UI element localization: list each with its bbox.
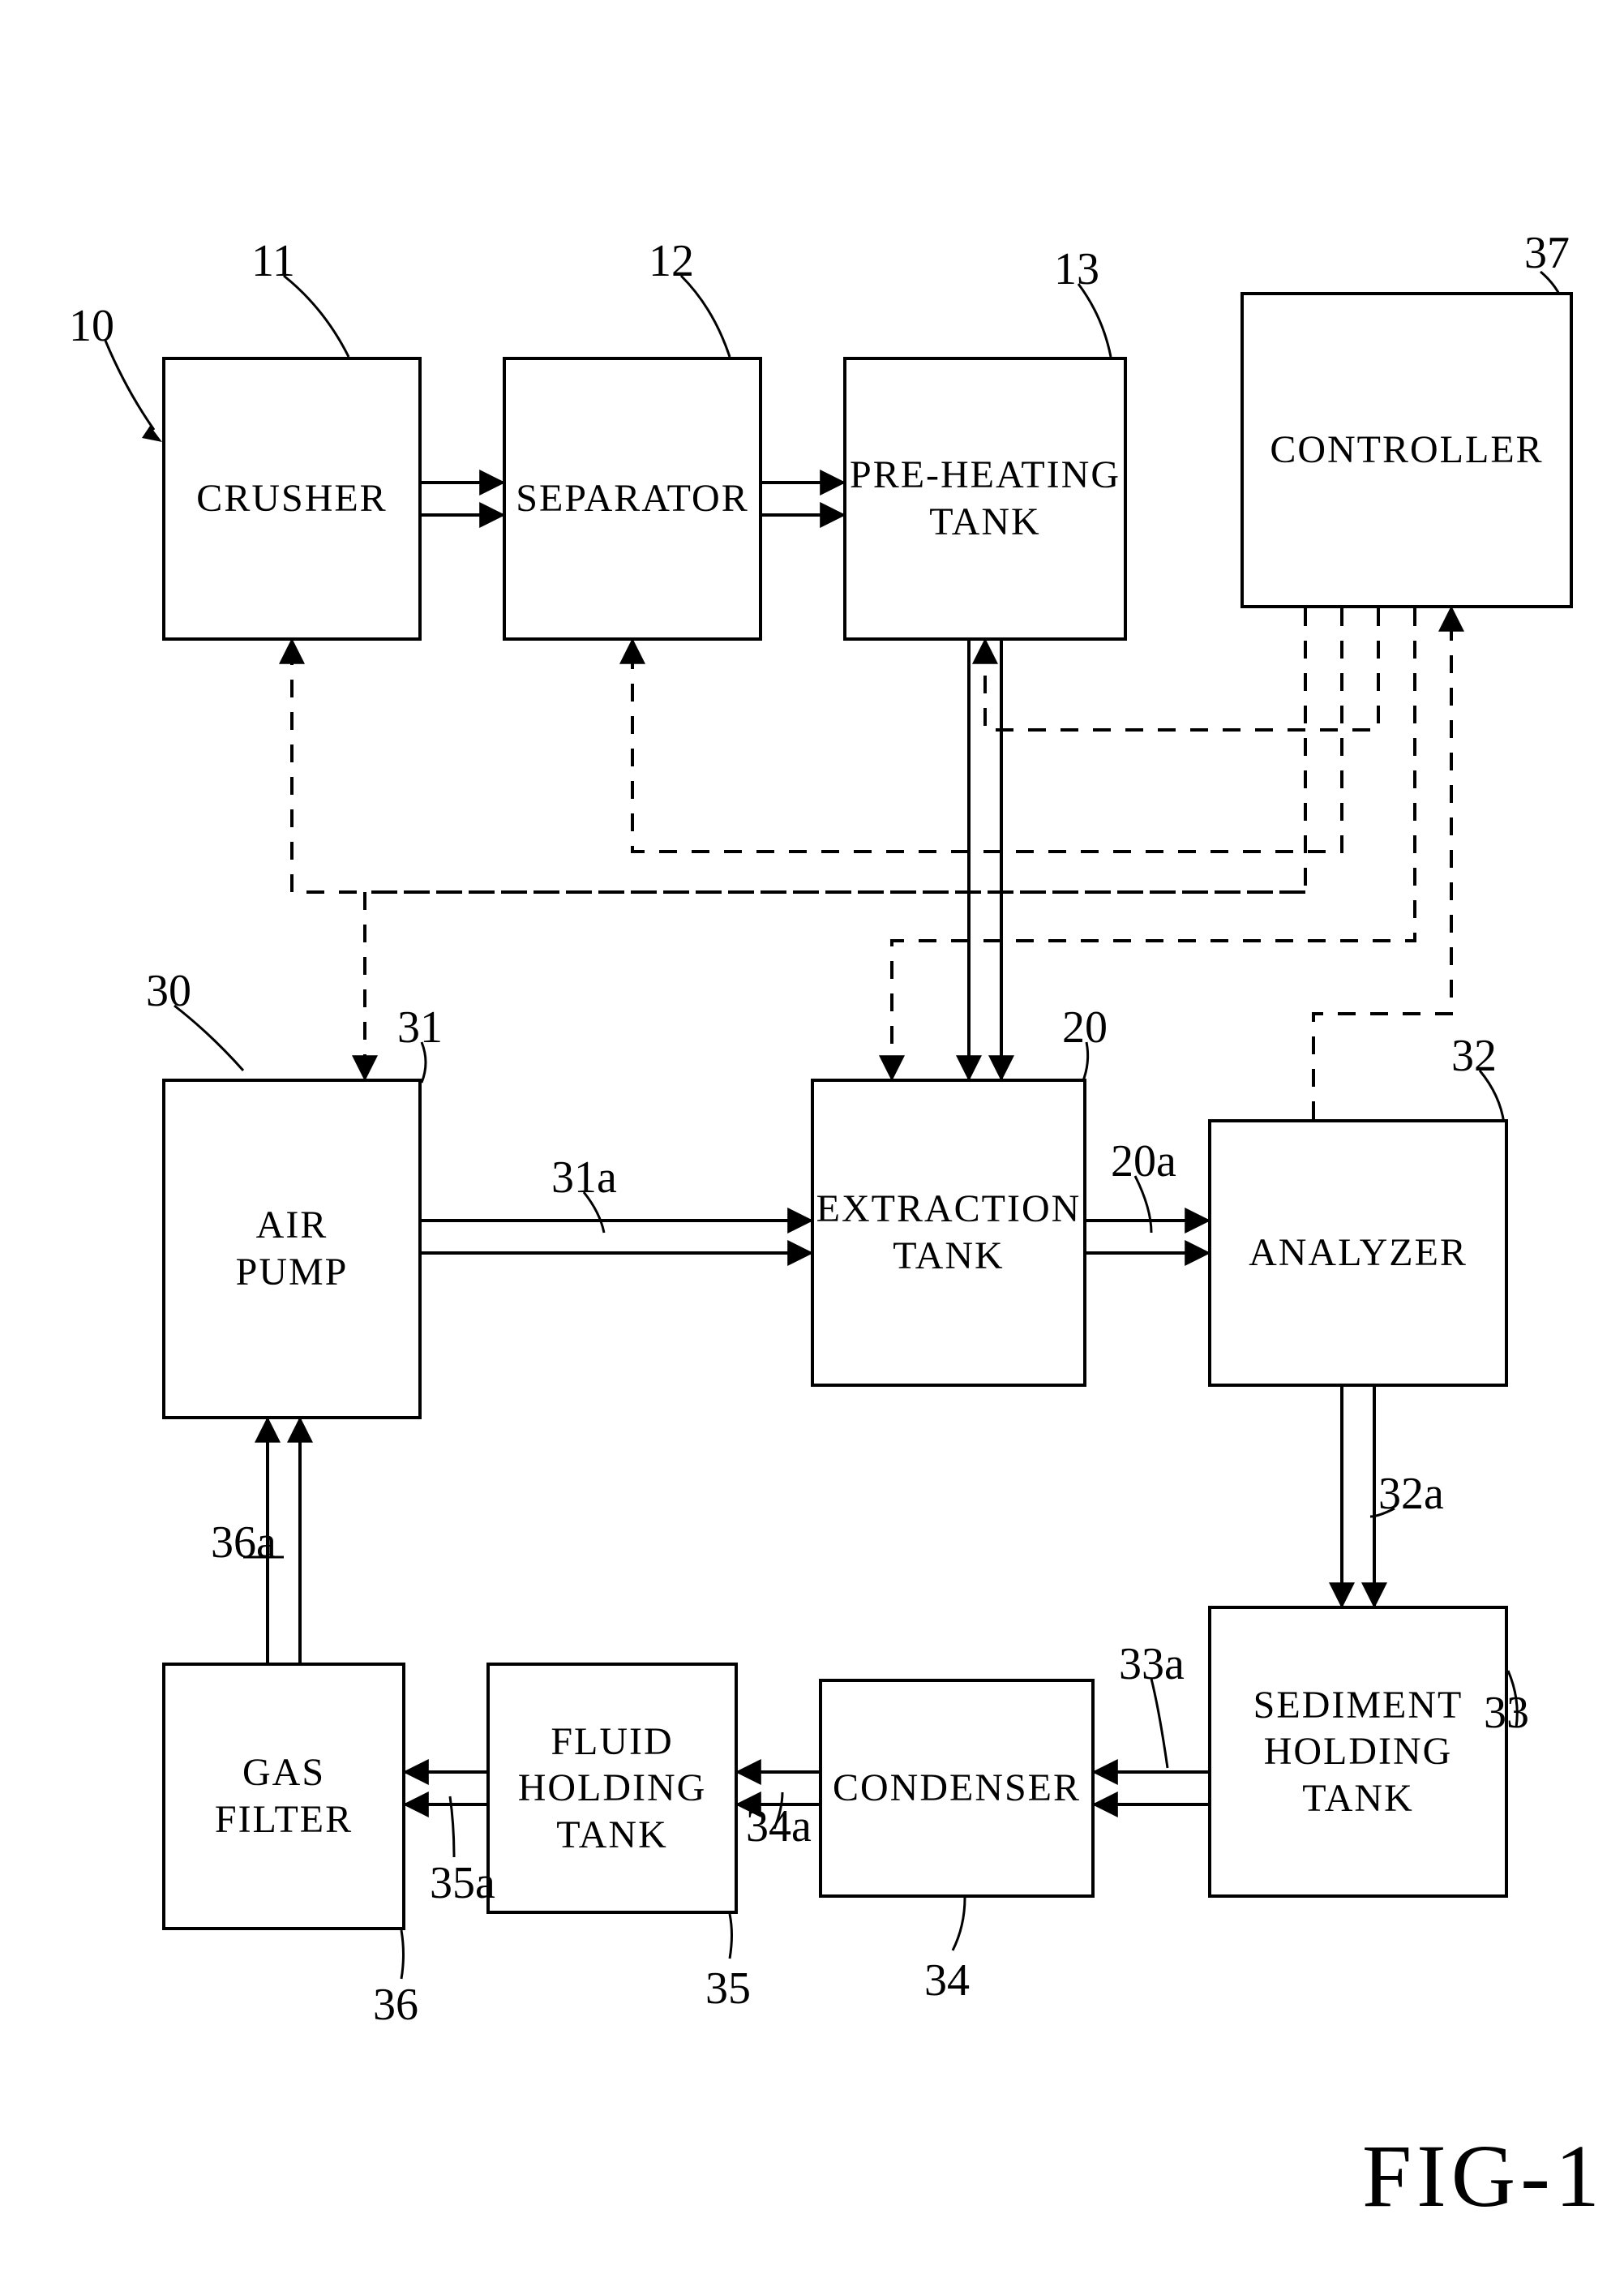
label-separator: SEPARATOR [516, 475, 748, 522]
ref-12: 12 [649, 235, 694, 287]
ref-34: 34 [924, 1954, 970, 2006]
box-condenser: CONDENSER [819, 1679, 1095, 1898]
leader-35 [730, 1914, 732, 1959]
leader-12 [681, 276, 730, 357]
ref-31: 31 [397, 1002, 443, 1053]
arrow-preheat-extraction [969, 641, 1001, 1079]
arrow-fluidtank-gasfilter [405, 1772, 486, 1804]
ref-11: 11 [251, 235, 295, 287]
ref-32: 32 [1451, 1030, 1497, 1082]
box-gasfilter: GAS FILTER [162, 1663, 405, 1930]
ref-31a: 31a [551, 1152, 617, 1204]
label-fluidtank: FLUID HOLDING TANK [518, 1718, 707, 1859]
arrow-condenser-fluidtank [738, 1772, 819, 1804]
label-preheat: PRE-HEATING TANK [850, 452, 1121, 545]
arrow-crusher-separator [422, 483, 503, 515]
box-extraction: EXTRACTION TANK [811, 1079, 1086, 1387]
ref-13: 13 [1054, 243, 1099, 295]
box-sediment: SEDIMENT HOLDING TANK [1208, 1606, 1508, 1898]
label-controller: CONTROLLER [1270, 427, 1543, 474]
box-airpump: AIR PUMP [162, 1079, 422, 1419]
arrow-analyzer-sediment [1342, 1387, 1374, 1606]
ref-37: 37 [1524, 227, 1570, 279]
ref-33a: 33a [1119, 1638, 1185, 1690]
ref-34a: 34a [746, 1800, 812, 1852]
ref-32a: 32a [1378, 1468, 1444, 1520]
label-analyzer: ANALYZER [1249, 1229, 1468, 1277]
label-extraction: EXTRACTION TANK [816, 1186, 1082, 1279]
ref-36a: 36a [211, 1517, 276, 1568]
ref-33: 33 [1484, 1687, 1529, 1739]
label-sediment: SEDIMENT HOLDING TANK [1253, 1682, 1463, 1822]
ref-20a: 20a [1111, 1135, 1176, 1187]
ref-35a: 35a [430, 1857, 495, 1909]
arrow-extraction-analyzer [1086, 1221, 1208, 1253]
leader-34 [953, 1898, 965, 1950]
label-crusher: CRUSHER [196, 475, 387, 522]
ref-35: 35 [705, 1963, 751, 2015]
ctrl-airpump [365, 892, 1305, 1079]
label-condenser: CONDENSER [833, 1765, 1081, 1812]
leader-36 [401, 1930, 404, 1979]
ref-36: 36 [373, 1979, 418, 2031]
figure-label: FIG-1 [1362, 2125, 1605, 2228]
box-preheat: PRE-HEATING TANK [843, 357, 1127, 641]
leader-10 [105, 341, 154, 430]
arrow-separator-preheat [762, 483, 843, 515]
ctrl-analyzer [1313, 608, 1451, 1119]
ref-30: 30 [146, 965, 191, 1017]
box-analyzer: ANALYZER [1208, 1119, 1508, 1387]
ref-20: 20 [1062, 1002, 1108, 1053]
arrow-airpump-extraction [422, 1221, 811, 1253]
leader-11 [284, 276, 349, 357]
leader-33a [1151, 1679, 1168, 1768]
box-separator: SEPARATOR [503, 357, 762, 641]
ctrl-crusher [292, 608, 1305, 892]
label-gasfilter: GAS FILTER [215, 1749, 353, 1843]
box-crusher: CRUSHER [162, 357, 422, 641]
arrow-sediment-condenser [1095, 1772, 1208, 1804]
ref-10: 10 [69, 300, 114, 352]
box-controller: CONTROLLER [1240, 292, 1573, 608]
box-fluidtank: FLUID HOLDING TANK [486, 1663, 738, 1914]
label-airpump: AIR PUMP [236, 1202, 349, 1295]
